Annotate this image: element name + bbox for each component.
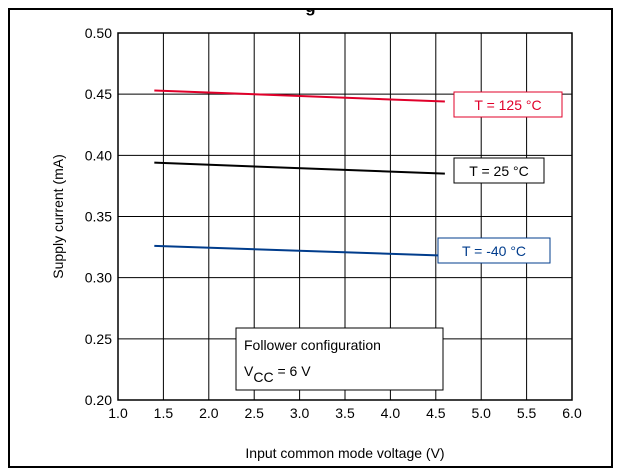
x-tick-label-3: 2.5: [244, 405, 264, 421]
annotation-vcc-subscript: CC: [253, 369, 273, 385]
y-tick-label-2: 0.30: [85, 270, 112, 286]
annotation-vcc-value: = 6 V: [274, 363, 312, 379]
series-line-1: [154, 161, 445, 175]
series-label-box-1: [453, 157, 545, 184]
y-tick-label-4: 0.40: [85, 147, 112, 163]
x-axis-label: Input common mode voltage (V): [245, 445, 444, 461]
x-tick-label-8: 5.0: [471, 405, 491, 421]
x-tick-label-5: 3.5: [335, 405, 355, 421]
annotation-box: [235, 327, 444, 391]
x-tick-label-6: 4.0: [381, 405, 401, 421]
x-tick-label-7: 4.5: [426, 405, 446, 421]
x-tick-label-0: 1.0: [108, 405, 128, 421]
y-tick-label-1: 0.25: [85, 331, 112, 347]
series-label-box-2: [437, 237, 551, 264]
annotation-line2: VCC = 6 V: [244, 363, 311, 385]
chart-frame: g 1.0 1.5 2.0 2.5 3.0 3.5 4.0 4.5 5.0 5.5 6.0 0.20 0…: [8, 8, 613, 468]
chart-title-fragment: g: [10, 10, 611, 17]
x-tick-label-9: 5.5: [517, 405, 537, 421]
y-tick-label-0: 0.20: [85, 392, 112, 408]
series-line-0: [154, 89, 445, 103]
x-tick-label-4: 3.0: [290, 405, 310, 421]
x-tick-label-10: 6.0: [562, 405, 582, 421]
series-label-box-0: [453, 91, 563, 118]
y-tick-label-3: 0.35: [85, 209, 112, 225]
series-line-2: [154, 244, 445, 257]
y-tick-label-5: 0.45: [85, 86, 112, 102]
y-tick-label-6: 0.50: [85, 25, 112, 41]
x-tick-label-2: 2.0: [199, 405, 219, 421]
x-tick-label-1: 1.5: [154, 405, 174, 421]
annotation-vcc-symbol: V: [244, 363, 254, 379]
series-label-0: T = 125 °C: [474, 97, 541, 113]
plot-border: [117, 32, 573, 401]
annotation-line1: Follower configuration: [244, 337, 381, 353]
series-label-1: T = 25 °C: [469, 163, 528, 179]
y-axis-label: Supply current (mA): [50, 154, 66, 278]
series-label-2: T = -40 °C: [462, 243, 526, 259]
chart: 1.0 1.5 2.0 2.5 3.0 3.5 4.0 4.5 5.0 5.5 6.0 0.20 0.2…: [50, 25, 582, 461]
